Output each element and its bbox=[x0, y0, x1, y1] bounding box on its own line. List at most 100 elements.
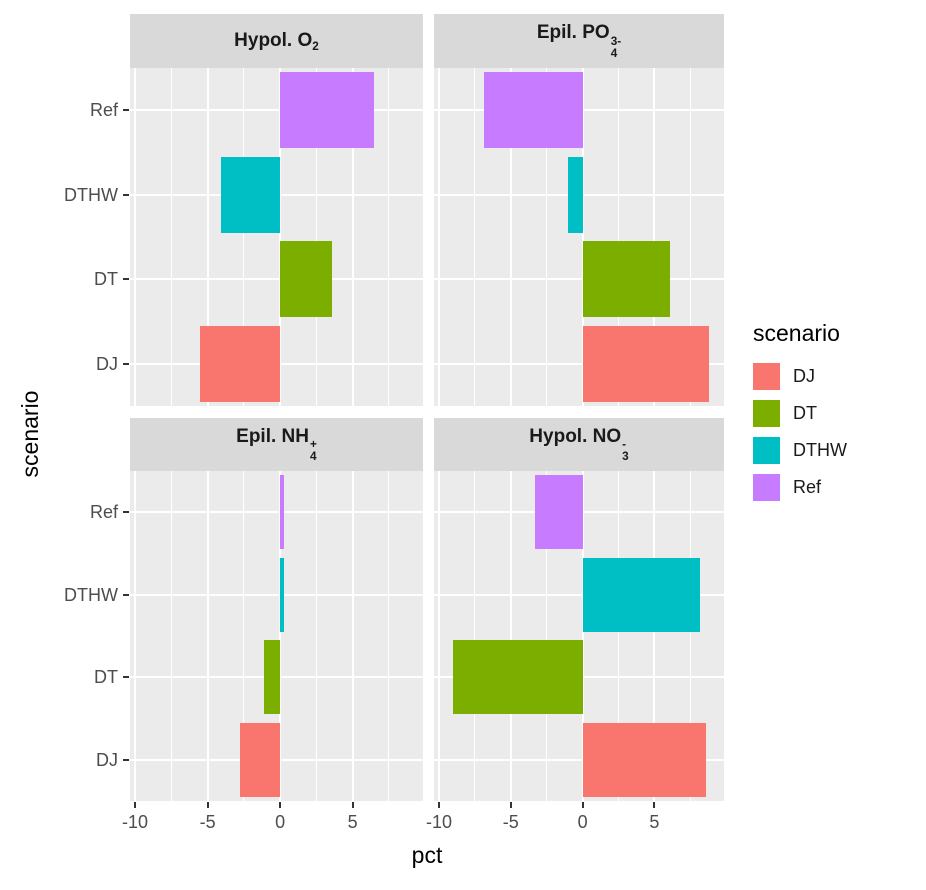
gridline-horizontal bbox=[130, 278, 423, 281]
y-tick-mark bbox=[123, 362, 129, 365]
x-tick-label: -10 bbox=[426, 812, 453, 832]
facet-strip: Epil. PO 3- 4 bbox=[434, 14, 724, 68]
facet-strip: Hypol. O2 bbox=[130, 14, 423, 68]
y-tick-label: DT bbox=[94, 269, 118, 290]
y-tick-mark bbox=[123, 758, 129, 761]
x-tick-mark bbox=[206, 802, 209, 808]
y-tick-label: DTHW bbox=[64, 584, 118, 605]
gridline-vertical bbox=[474, 68, 476, 406]
gridline-horizontal bbox=[434, 758, 724, 761]
y-tick-mark bbox=[123, 193, 129, 196]
x-tick-label: 0 bbox=[577, 812, 588, 832]
gridline-vertical bbox=[351, 471, 354, 801]
gridline-vertical bbox=[170, 68, 172, 406]
chem-sub-sup-stack: -3 bbox=[622, 439, 629, 463]
legend-item: DTHW bbox=[753, 437, 847, 464]
bar-ref bbox=[280, 475, 284, 550]
legend-key-swatch bbox=[753, 400, 780, 427]
gridline-vertical bbox=[438, 471, 441, 801]
y-tick-label: DT bbox=[94, 667, 118, 688]
x-tick-mark bbox=[581, 802, 584, 808]
gridline-vertical bbox=[315, 68, 317, 406]
chem-sub-sup-stack: +4 bbox=[310, 439, 317, 463]
gridline-vertical bbox=[653, 471, 656, 801]
bar-ref bbox=[280, 72, 375, 149]
x-tick-label: -5 bbox=[502, 812, 519, 832]
gridline-vertical bbox=[689, 68, 691, 406]
legend-item-label: DTHW bbox=[793, 440, 847, 460]
legend-item-label: DJ bbox=[793, 366, 815, 386]
facet-title: Epil. NH +4 bbox=[236, 425, 317, 464]
chem-subscript: 3 bbox=[622, 450, 629, 464]
facet-title: Hypol. O2 bbox=[234, 30, 319, 54]
legend-key-swatch bbox=[753, 474, 780, 501]
gridline-vertical bbox=[653, 68, 656, 406]
x-tick-label: 0 bbox=[275, 812, 286, 832]
x-tick-mark bbox=[509, 802, 512, 808]
y-tick-mark bbox=[123, 676, 129, 679]
gridline-horizontal bbox=[130, 109, 423, 112]
gridline-vertical bbox=[206, 68, 209, 406]
legend-item: DT bbox=[753, 400, 847, 427]
bar-dj bbox=[582, 722, 707, 797]
gridline-vertical bbox=[546, 471, 548, 801]
gridline-vertical bbox=[388, 68, 390, 406]
bar-dthw bbox=[220, 156, 281, 233]
gridline-horizontal bbox=[434, 593, 724, 596]
legend: scenario DJ DT DTHW Ref bbox=[753, 320, 847, 511]
gridline-vertical bbox=[617, 471, 619, 801]
y-tick-mark bbox=[123, 511, 129, 514]
y-tick-label: Ref bbox=[89, 502, 118, 523]
bar-dj bbox=[200, 325, 281, 402]
gridline-vertical bbox=[581, 471, 584, 801]
x-tick-mark bbox=[653, 802, 656, 808]
bar-dt bbox=[582, 241, 671, 318]
bar-dt bbox=[453, 640, 583, 715]
y-tick-label: DJ bbox=[96, 353, 118, 374]
facet-strip: Epil. NH +4 bbox=[130, 418, 423, 471]
gridline-vertical bbox=[134, 471, 137, 801]
bar-dt bbox=[280, 241, 333, 318]
y-tick-mark bbox=[123, 278, 129, 281]
x-tick-label: -5 bbox=[199, 812, 216, 832]
chem-subscript: 4 bbox=[610, 46, 618, 60]
legend-item: Ref bbox=[753, 474, 847, 501]
gridline-horizontal bbox=[434, 362, 724, 365]
legend-key-swatch bbox=[753, 437, 780, 464]
facet-panel bbox=[434, 68, 724, 406]
bar-dthw bbox=[280, 557, 284, 632]
bar-dj bbox=[582, 325, 709, 402]
legend-item-label: Ref bbox=[793, 477, 822, 497]
x-tick-mark bbox=[279, 802, 282, 808]
facet-panel bbox=[130, 68, 423, 406]
gridline-vertical bbox=[689, 471, 691, 801]
gridline-horizontal bbox=[130, 511, 423, 514]
gridline-vertical bbox=[438, 68, 441, 406]
gridline-vertical bbox=[581, 68, 584, 406]
chem-subscript: 4 bbox=[309, 450, 317, 464]
gridline-vertical bbox=[170, 471, 172, 801]
x-tick-mark bbox=[351, 802, 354, 808]
legend-item-label: DT bbox=[793, 403, 817, 423]
y-tick-mark bbox=[123, 109, 129, 112]
chem-superscript: + bbox=[309, 438, 317, 452]
facet-panel bbox=[130, 471, 423, 801]
x-tick-label: 5 bbox=[649, 812, 660, 832]
gridline-vertical bbox=[509, 68, 512, 406]
gridline-vertical bbox=[315, 471, 317, 801]
x-axis-title: pct bbox=[411, 842, 443, 868]
y-tick-label: DTHW bbox=[64, 184, 118, 205]
gridline-horizontal bbox=[434, 278, 724, 281]
legend-item: DJ bbox=[753, 363, 847, 390]
bar-dj bbox=[239, 722, 281, 797]
gridline-vertical bbox=[617, 68, 619, 406]
x-tick-mark bbox=[134, 802, 137, 808]
chem-sub-sup-stack: 3- 4 bbox=[610, 35, 621, 60]
bar-dthw bbox=[568, 156, 583, 233]
gridline-vertical bbox=[279, 471, 282, 801]
gridline-vertical bbox=[388, 471, 390, 801]
x-tick-label: -10 bbox=[122, 812, 149, 832]
chem-superscript: - bbox=[622, 438, 627, 452]
gridline-vertical bbox=[243, 471, 245, 801]
